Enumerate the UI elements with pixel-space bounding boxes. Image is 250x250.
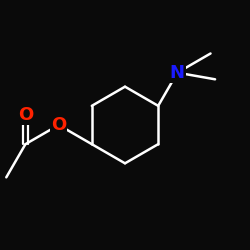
- Text: N: N: [170, 64, 185, 82]
- Text: O: O: [51, 116, 66, 134]
- Text: O: O: [18, 106, 33, 124]
